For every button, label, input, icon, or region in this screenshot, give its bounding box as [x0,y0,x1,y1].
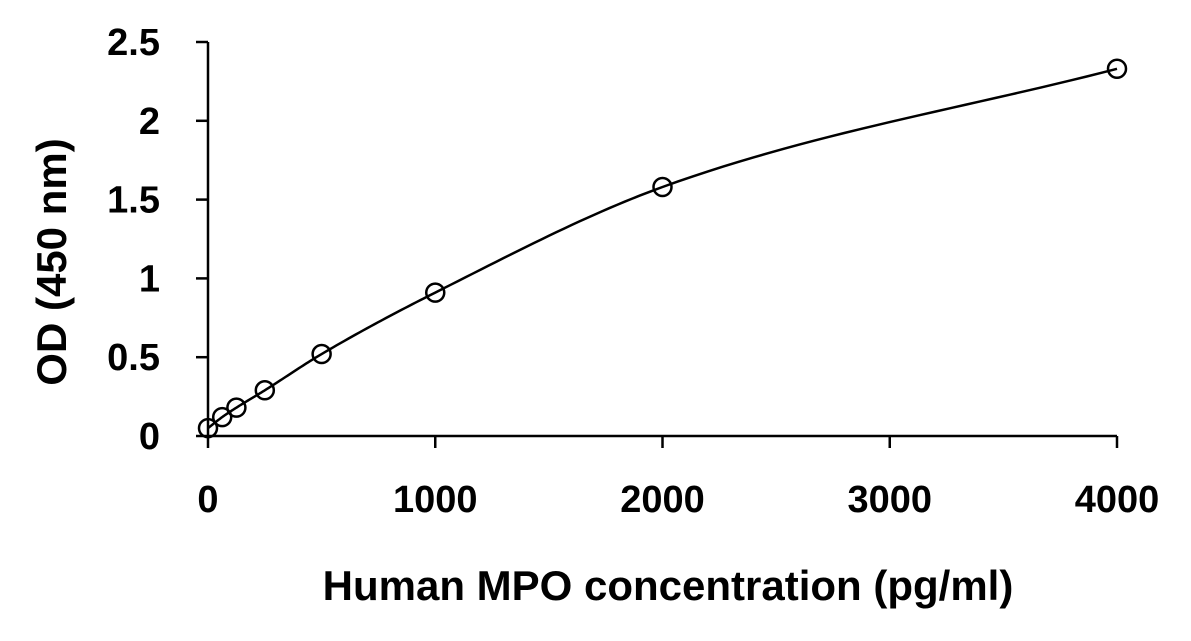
y-tick-label: 0 [139,416,160,458]
y-tick-label: 0.5 [107,337,160,379]
data-point [311,343,332,365]
x-ticks: 0 1000 2000 3000 4000 [197,436,1159,521]
y-tick-label: 1.5 [107,180,160,222]
data-point [425,282,446,303]
y-tick-label: 1 [139,258,160,300]
x-axis-title: Human MPO concentration (pg/ml) [323,562,1014,609]
x-tick-label: 2000 [620,479,705,521]
y-tick-label: 2.5 [107,22,160,64]
x-tick-label: 4000 [1075,479,1160,521]
x-tick-label: 0 [197,479,218,521]
y-axis-title: OD (450 nm) [28,138,75,385]
data-point [1106,58,1128,80]
data-point [652,176,673,198]
y-tick-label: 2 [139,101,160,143]
x-tick-label: 3000 [847,479,932,521]
data-points [197,58,1128,439]
data-point [226,397,247,418]
data-point [211,406,233,428]
fit-curve [207,67,1118,430]
x-tick-label: 1000 [393,479,478,521]
data-point [254,380,276,401]
y-ticks: 0 0.5 1 1.5 2 2.5 [107,22,208,458]
data-point [197,417,219,439]
